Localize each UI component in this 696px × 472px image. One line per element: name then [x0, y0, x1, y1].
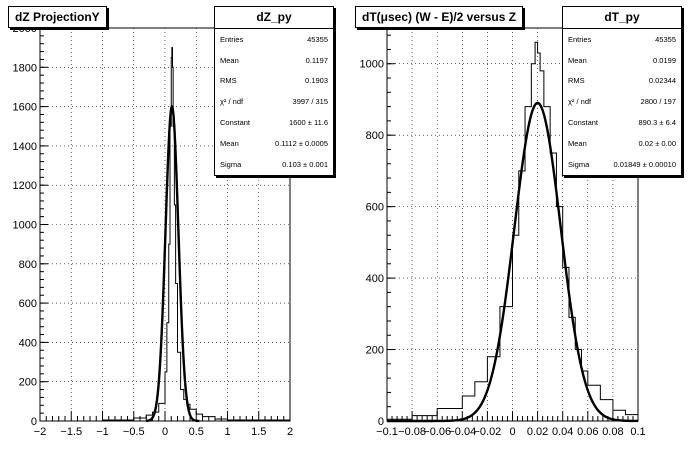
stats-value: 0.1903 — [305, 76, 328, 86]
stats-row: Mean 0.02 ± 0.00 — [563, 133, 681, 154]
y-tick-label: 1000 — [360, 59, 384, 71]
x-tick-label: −2 — [34, 426, 47, 438]
stats-value: 3997 / 315 — [292, 97, 328, 107]
y-tick-label: 1600 — [13, 102, 37, 114]
y-tick-label: 0 — [31, 416, 37, 428]
x-tick-label: 2 — [287, 426, 293, 438]
x-tick-label: 1.5 — [251, 426, 266, 438]
histogram-series — [386, 41, 639, 421]
stats-value: 2800 / 197 — [640, 97, 676, 107]
y-tick-label: 600 — [19, 298, 37, 310]
y-tick-label: 200 — [366, 345, 384, 357]
stats-value: 890.3 ± 6.4 — [638, 118, 676, 128]
stats-label: Mean — [568, 55, 587, 65]
dt-stats-title: dT_py — [563, 7, 681, 29]
stats-label: Constant — [220, 118, 251, 128]
stats-value: 45355 — [307, 34, 328, 44]
y-tick-label: 1000 — [13, 220, 37, 232]
y-tick-label: 400 — [366, 273, 384, 285]
y-tick-label: 800 — [366, 130, 384, 142]
dz-stats-box: dZ_py Entries 45355 Mean 0.1197 RMS 0.19… — [214, 6, 334, 176]
stats-row: RMS 0.02344 — [563, 71, 681, 92]
x-tick-label: −0.08 — [398, 426, 426, 438]
stats-label: χ² / ndf — [568, 97, 592, 107]
x-tick-label: 0.02 — [527, 426, 548, 438]
x-tick-label: −1 — [96, 426, 109, 438]
stats-value: 0.0199 — [653, 55, 676, 65]
stats-row: Sigma 0.103 ± 0.001 — [215, 154, 333, 175]
y-tick-label: 200 — [19, 377, 37, 389]
stats-label: Mean — [568, 138, 587, 148]
stats-value: 0.01849 ± 0.00010 — [613, 159, 676, 169]
dt-plot-title: dT(μsec) (W - E)/2 versus Z — [355, 6, 524, 28]
stats-label: Entries — [220, 34, 244, 44]
x-tick-label: 0.06 — [577, 426, 598, 438]
x-tick-label: 0.5 — [189, 426, 204, 438]
x-tick-label: 0.1 — [630, 426, 645, 438]
x-tick-label: −0.06 — [423, 426, 451, 438]
stats-value: 0.1112 ± 0.0005 — [274, 138, 328, 148]
stats-row: Mean 0.1197 — [215, 50, 333, 71]
stats-row: Entries 45355 — [215, 29, 333, 50]
stats-value: 0.02344 — [648, 76, 676, 86]
stats-label: RMS — [220, 76, 237, 86]
x-tick-label: 1 — [224, 426, 230, 438]
y-tick-label: 1400 — [13, 141, 37, 153]
x-tick-label: 0 — [162, 426, 168, 438]
x-tick-label: −1.5 — [60, 426, 82, 438]
stats-value: 45355 — [655, 34, 676, 44]
stats-row: Sigma 0.01849 ± 0.00010 — [563, 154, 681, 175]
stats-row: Entries 45355 — [563, 29, 681, 50]
y-tick-label: 400 — [19, 337, 37, 349]
x-tick-label: −0.1 — [376, 426, 398, 438]
stats-label: RMS — [568, 76, 585, 86]
y-tick-label: 1200 — [13, 180, 37, 192]
x-tick-label: 0 — [509, 426, 515, 438]
stats-row: Mean 0.0199 — [563, 50, 681, 71]
x-tick-label: 0.08 — [602, 426, 623, 438]
x-tick-label: −0.04 — [448, 426, 476, 438]
stats-row: χ² / ndf 3997 / 315 — [215, 91, 333, 112]
y-tick-label: 1800 — [13, 62, 37, 74]
dz-stats-title: dZ_py — [215, 7, 333, 29]
stats-label: Entries — [568, 34, 592, 44]
stats-row: Constant 1600 ± 11.6 — [215, 112, 333, 133]
stats-row: Mean 0.1112 ± 0.0005 — [215, 133, 333, 154]
stats-value: 1600 ± 11.6 — [288, 118, 328, 128]
x-tick-label: −0.02 — [473, 426, 501, 438]
gaussian-fit-curve — [387, 101, 638, 423]
y-tick-label: 600 — [366, 202, 384, 214]
gaussian-fit-curve — [146, 105, 200, 423]
y-tick-label: 800 — [19, 259, 37, 271]
stats-row: RMS 0.1903 — [215, 71, 333, 92]
stats-value: 0.02 ± 0.00 — [638, 138, 676, 148]
stats-row: Constant 890.3 ± 6.4 — [563, 112, 681, 133]
stats-label: Sigma — [568, 159, 590, 169]
stats-value: 0.103 ± 0.001 — [282, 159, 328, 169]
stats-label: Sigma — [220, 159, 242, 169]
x-tick-label: 0.04 — [552, 426, 573, 438]
stats-label: Mean — [220, 138, 239, 148]
x-tick-label: −0.5 — [123, 426, 145, 438]
stats-label: Constant — [568, 118, 599, 128]
stats-label: χ² / ndf — [220, 97, 244, 107]
dt-stats-box: dT_py Entries 45355 Mean 0.0199 RMS 0.02… — [562, 6, 682, 176]
y-tick-label: 0 — [378, 416, 384, 428]
dz-plot-title: dZ ProjectionY — [8, 6, 107, 28]
stats-label: Mean — [220, 55, 239, 65]
stats-value: 0.1197 — [305, 55, 328, 65]
stats-row: χ² / ndf 2800 / 197 — [563, 91, 681, 112]
